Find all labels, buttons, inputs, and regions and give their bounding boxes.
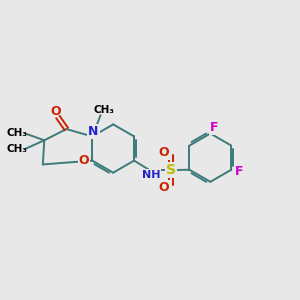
Text: F: F — [210, 121, 218, 134]
Text: F: F — [235, 165, 244, 178]
Text: CH₃: CH₃ — [6, 144, 27, 154]
Text: S: S — [166, 163, 176, 177]
Text: O: O — [159, 181, 170, 194]
Text: O: O — [159, 146, 170, 159]
Text: N: N — [88, 125, 99, 138]
Text: CH₃: CH₃ — [6, 128, 27, 138]
Text: CH₃: CH₃ — [94, 105, 115, 115]
Text: O: O — [50, 105, 61, 118]
Text: O: O — [79, 154, 89, 167]
Text: NH: NH — [142, 170, 160, 180]
